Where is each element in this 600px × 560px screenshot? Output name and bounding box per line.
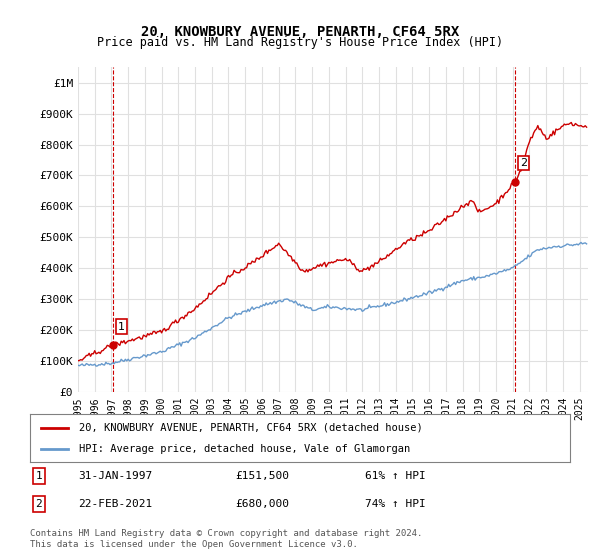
Text: 61% ↑ HPI: 61% ↑ HPI: [365, 471, 425, 481]
Text: 2: 2: [35, 499, 42, 509]
Text: HPI: Average price, detached house, Vale of Glamorgan: HPI: Average price, detached house, Vale…: [79, 444, 410, 454]
Text: 20, KNOWBURY AVENUE, PENARTH, CF64 5RX (detached house): 20, KNOWBURY AVENUE, PENARTH, CF64 5RX (…: [79, 423, 422, 433]
Text: Price paid vs. HM Land Registry's House Price Index (HPI): Price paid vs. HM Land Registry's House …: [97, 36, 503, 49]
Text: £151,500: £151,500: [235, 471, 289, 481]
Text: 1: 1: [35, 471, 42, 481]
Text: 74% ↑ HPI: 74% ↑ HPI: [365, 499, 425, 509]
Text: 20, KNOWBURY AVENUE, PENARTH, CF64 5RX: 20, KNOWBURY AVENUE, PENARTH, CF64 5RX: [141, 25, 459, 39]
Text: This data is licensed under the Open Government Licence v3.0.: This data is licensed under the Open Gov…: [30, 540, 358, 549]
Text: £680,000: £680,000: [235, 499, 289, 509]
Text: 31-JAN-1997: 31-JAN-1997: [79, 471, 153, 481]
Text: 2: 2: [520, 158, 527, 168]
Text: 1: 1: [118, 321, 125, 332]
Text: Contains HM Land Registry data © Crown copyright and database right 2024.: Contains HM Land Registry data © Crown c…: [30, 529, 422, 538]
Text: 22-FEB-2021: 22-FEB-2021: [79, 499, 153, 509]
